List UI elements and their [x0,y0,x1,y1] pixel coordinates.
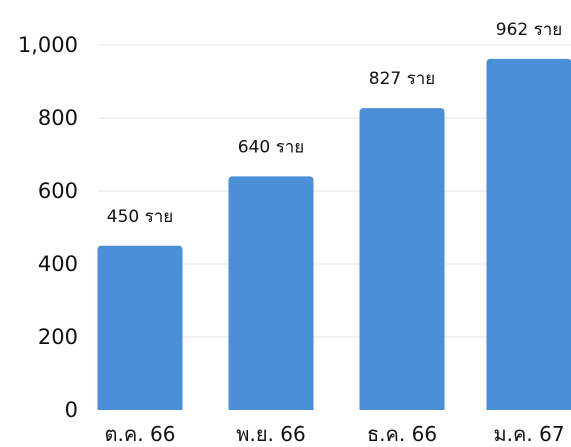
y-tick-label: 0 [65,398,78,422]
y-axis-ticks: 0 200 400 600 800 1,000 [18,33,78,422]
bar-data-label: 827 ราย [369,69,436,89]
y-tick-label: 800 [38,106,78,130]
x-category-label: ธ.ค. 66 [367,422,437,446]
y-tick-label: 600 [38,179,78,203]
bars [97,58,571,411]
bar [486,58,571,410]
x-category-label: ต.ค. 66 [105,422,176,446]
bar [359,108,445,411]
bar-data-label: 640 ราย [238,137,305,157]
x-category-label: ม.ค. 67 [493,422,564,446]
y-tick-label: 400 [38,252,78,276]
bar [228,176,314,410]
y-tick-label: 1,000 [18,33,78,57]
bar-data-label: 450 ราย [107,207,174,227]
bar-data-label: 962 ราย [496,20,563,40]
x-category-label: พ.ย. 66 [236,422,305,446]
y-tick-label: 200 [38,325,78,349]
data-labels: 450 ราย 640 ราย 827 ราย 962 ราย [107,20,563,227]
x-axis-categories: ต.ค. 66 พ.ย. 66 ธ.ค. 66 ม.ค. 67 [105,422,565,446]
bar [97,245,183,410]
